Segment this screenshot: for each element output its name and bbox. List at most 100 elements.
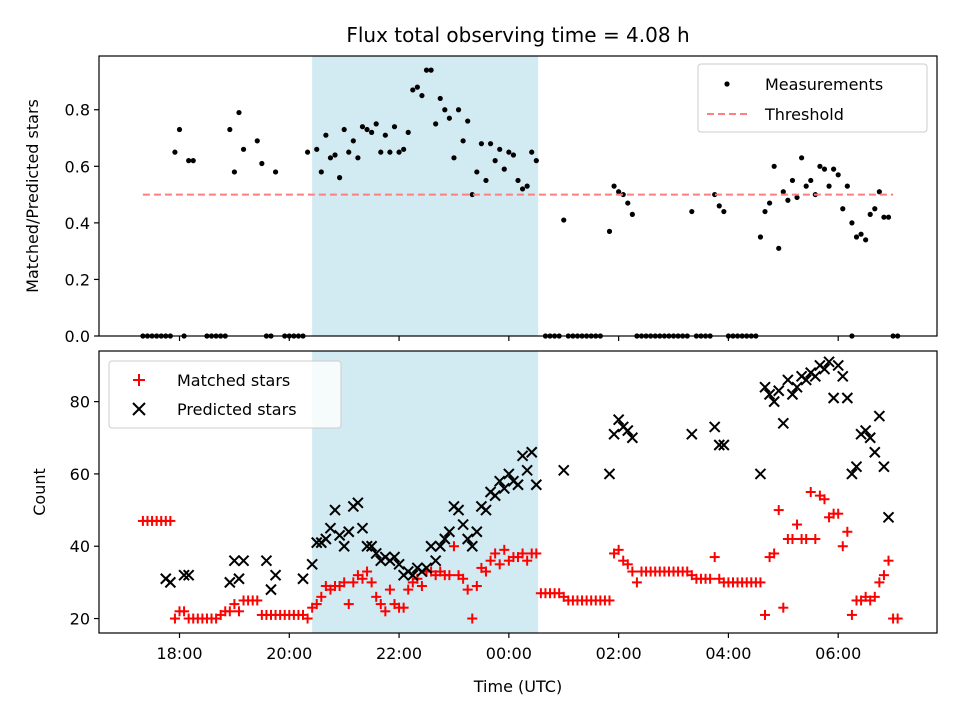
x-tick-label: 22:00 [376,644,422,663]
measurement-point [478,141,485,147]
bottom-y-tick-label: 40 [70,537,90,556]
measurement-point [323,132,329,138]
matched-stars-point [522,555,533,566]
predicted-stars-point [352,497,364,509]
measurement-point [483,177,489,184]
measurement-point [844,183,850,189]
matched-stars-point [448,541,459,552]
measurement-point [346,149,352,155]
predicted-stars-point [837,370,849,383]
measurement-point [487,141,494,147]
predicted-stars-point [846,468,858,480]
predicted-stars-point [791,381,803,393]
predicted-stars-point [224,576,236,589]
matched-stars-point [357,573,368,584]
predicted-stars-point [311,536,323,549]
observing-window-shade-top [312,56,539,336]
matched-stars-point [613,544,624,555]
measurement-point [519,186,526,192]
predicted-stars-point [713,439,725,451]
matched-stars-point [773,505,784,516]
matched-stars-point [869,591,880,602]
matched-stars-point [846,609,857,620]
measurement-point [625,200,631,206]
predicted-stars-point [526,446,538,458]
bottom-y-tick-label: 20 [70,610,90,629]
chart-title: Flux total observing time = 4.08 h [346,23,689,47]
measurement-point [373,121,379,127]
top-y-axis-ticks: 0.0 0.2 0.4 0.6 0.8 [65,101,99,346]
matched-stars-point [787,534,798,544]
matched-stars-point [490,548,501,559]
predicted-stars-point [786,388,799,401]
matched-stars-point [485,555,496,566]
predicted-stars-point [182,569,195,581]
predicted-stars-point [608,428,620,440]
matched-stars-point [480,566,491,577]
predicted-stars-point [228,554,241,567]
measurement-point [446,115,452,121]
measurement-point [853,234,860,240]
predicted-stars-point [800,374,812,386]
matched-stars-point [179,606,190,617]
matched-stars-point [229,599,240,610]
measurement-point [341,126,347,133]
matched-stars-point [233,606,244,617]
predicted-stars-point [622,424,634,437]
measurement-point [766,200,773,206]
measurement-point [771,163,777,169]
measurement-point [561,217,567,223]
measurement-point [881,214,887,220]
predicted-stars-point [882,511,895,524]
measurement-point [254,138,260,144]
measurement-point [533,158,539,164]
predicted-stars-point [260,554,273,567]
predicted-stars-point [626,432,639,444]
measurement-point [492,158,498,164]
predicted-stars-point [498,482,510,495]
matched-stars-point [444,570,455,581]
measurement-point [465,118,471,124]
matched-stars-point [384,584,395,595]
matched-stars-point [362,566,373,577]
measurement-point [840,206,846,212]
matched-stars-point [892,613,903,624]
matched-stars-point [874,577,885,588]
measurement-point [387,149,393,155]
predicted-stars-point [407,569,419,581]
measurement-point [885,214,892,220]
predicted-stars-point [827,392,840,404]
matched-stars-point [531,548,542,559]
predicted-stars-point [558,464,570,477]
predicted-stars-point [320,533,332,545]
predicted-stars-point [361,540,373,552]
predicted-stars-point [466,540,478,552]
measurement-point [451,155,457,161]
predicted-stars-point [461,533,474,545]
predicted-stars-point [516,450,529,462]
measurement-point [849,220,855,226]
predicted-stars-point [439,533,451,545]
measurement-point [460,138,466,144]
top-y-axis-label: Matched/Predicted stars [23,99,42,293]
bottom-y-tick-label: 60 [70,465,90,484]
matched-stars-point [165,515,176,526]
predicted-stars-point [832,359,844,372]
predicted-stars-point [869,446,881,458]
legend-threshold-label: Threshold [764,105,844,124]
bottom-panel-frame [98,350,938,634]
matched-stars-point [792,519,803,530]
bottom-y-axis-ticks: 20 40 60 80 [70,393,99,629]
matched-stars-point [883,555,894,566]
measurement-point [835,172,841,178]
legend-predicted-marker [132,402,146,416]
predicted-stars-point [686,428,698,440]
matched-stars-point [833,508,844,519]
predicted-stars-point [521,464,533,477]
measurement-point [355,155,361,161]
measurement-point [872,206,878,212]
matched-stars-point [462,584,473,595]
predicted-stars-point [612,413,625,426]
measurement-point [529,149,535,155]
